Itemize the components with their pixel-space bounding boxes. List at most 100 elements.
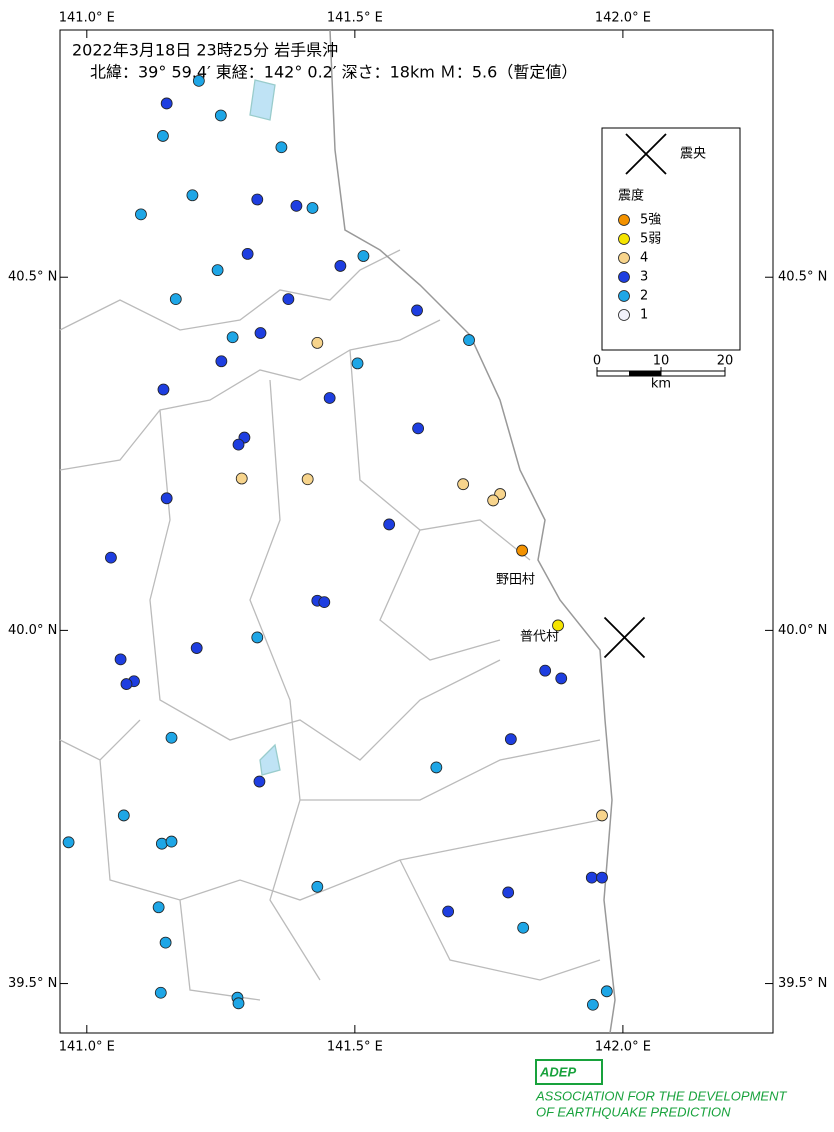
scale-tick-label: 10 (653, 354, 670, 369)
station (152, 901, 165, 914)
legend-symbol (618, 214, 630, 226)
station (516, 544, 529, 557)
x-tick-label: 142.0° E (595, 1040, 651, 1055)
station (517, 921, 530, 934)
station (383, 518, 396, 531)
station (159, 936, 172, 949)
subtitle: 北緯：39° 59.4′ 東経：142° 0.2′ 深さ：18km Ｍ：5.6（… (90, 63, 577, 82)
station (160, 97, 173, 110)
station (318, 596, 331, 609)
station (235, 472, 248, 485)
legend-symbol (618, 309, 630, 321)
station (135, 208, 147, 221)
station (306, 202, 319, 214)
y-tick-label: 40.0° N (8, 623, 57, 638)
legend-label: 5強 (640, 213, 661, 228)
station (154, 986, 167, 999)
logo-box (535, 1059, 603, 1085)
station (157, 383, 170, 396)
logo-line: ASSOCIATION FOR THE DEVELOPMENT (535, 1088, 787, 1103)
boundaries (59, 79, 601, 1001)
x-tick-label: 141.0° E (59, 11, 115, 26)
station (282, 293, 295, 306)
station (211, 264, 224, 277)
station (241, 248, 254, 260)
station (585, 871, 598, 884)
legend-label: 5弱 (640, 232, 661, 247)
x-tick-label: 141.0° E (59, 1040, 115, 1055)
station (165, 731, 178, 744)
station (157, 130, 169, 142)
legend-label: 4 (640, 251, 648, 266)
legend-label: 2 (640, 289, 648, 304)
y-tick-label: 39.5° N (8, 976, 57, 991)
station (442, 905, 455, 918)
station (351, 357, 364, 370)
logo: ADEP ASSOCIATION FOR THE DEVELOPMENT OF … (535, 1059, 787, 1119)
legend-symbol (618, 252, 630, 264)
station (120, 678, 133, 690)
station (155, 837, 168, 850)
station (600, 985, 613, 998)
station (457, 478, 470, 491)
epicenter-legend-label: 震央 (680, 147, 706, 162)
station (357, 250, 370, 262)
y-tick-label: 40.0° N (778, 623, 827, 638)
x-tick-label: 141.5° E (327, 11, 383, 26)
station (311, 880, 324, 893)
scale-unit: km (651, 377, 671, 392)
station (504, 733, 517, 746)
x-tick-label: 141.5° E (327, 1040, 383, 1055)
station (301, 473, 314, 486)
station (275, 141, 288, 154)
station (251, 631, 264, 644)
station (232, 997, 245, 1010)
title: 2022年3月18日 23時25分 岩手県沖 (72, 41, 338, 60)
logo-name: ADEP (539, 1064, 576, 1079)
legend-label: 3 (640, 270, 648, 285)
station (192, 74, 205, 87)
place-label: 野田村 (496, 573, 535, 588)
place-label: 普代村 (520, 630, 559, 645)
station (463, 334, 475, 346)
station (412, 422, 425, 435)
station (586, 998, 599, 1011)
station (186, 189, 199, 202)
station (251, 193, 264, 206)
legend-label: 1 (640, 308, 648, 323)
y-tick-label: 40.5° N (8, 270, 57, 285)
legend-title: 震度 (618, 188, 644, 204)
scale-tick-label: 0 (593, 354, 601, 369)
station (214, 109, 227, 122)
station (311, 337, 324, 349)
scale-bar-fill (629, 371, 661, 376)
station (596, 809, 608, 822)
y-tick-label: 40.5° N (778, 270, 827, 285)
legend-epicenter-symbol (625, 133, 667, 175)
station (114, 653, 127, 666)
station (215, 355, 228, 368)
station (502, 886, 515, 899)
station (160, 492, 173, 505)
station (334, 260, 347, 272)
scale-tick-label: 20 (717, 354, 734, 369)
coastline (329, 29, 616, 1034)
station (555, 672, 568, 685)
y-tick-label: 39.5° N (778, 976, 827, 991)
station (165, 835, 178, 848)
station (539, 664, 552, 677)
station (430, 761, 443, 774)
station (62, 836, 75, 849)
station (596, 871, 608, 884)
station (117, 809, 130, 822)
station (226, 331, 239, 344)
station (254, 327, 267, 339)
station (232, 438, 245, 451)
station (487, 494, 500, 507)
station (190, 642, 203, 654)
station (169, 293, 182, 306)
x-tick-label: 142.0° E (595, 11, 651, 26)
epicenter (603, 616, 646, 659)
station (411, 304, 423, 317)
